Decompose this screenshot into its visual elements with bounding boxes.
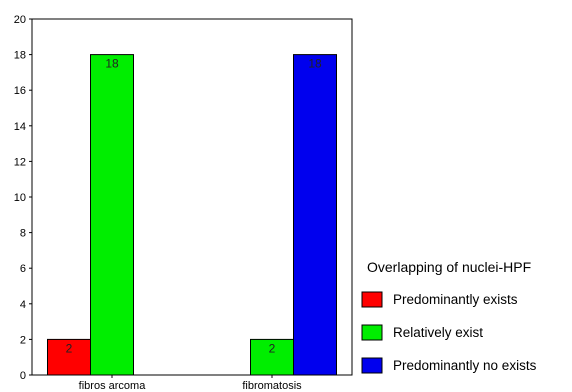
y-tick-label: 2 xyxy=(20,334,26,346)
y-tick-label: 12 xyxy=(14,156,26,168)
x-tick-label: fibromatosis xyxy=(242,380,302,392)
legend-label: Predominantly exists xyxy=(393,292,518,307)
bar-fibrosarcoma-relatively-exist xyxy=(90,54,134,376)
legend-swatch xyxy=(361,291,383,308)
data-label: 18 xyxy=(308,57,322,71)
x-tick-label: fibros arcoma xyxy=(79,380,147,392)
y-tick-label: 14 xyxy=(14,121,26,133)
data-label: 2 xyxy=(66,341,73,355)
bars xyxy=(47,54,337,376)
legend-swatch xyxy=(361,324,383,341)
legend-label: Relatively exist xyxy=(393,325,483,340)
y-tick-label: 4 xyxy=(20,299,26,311)
legend-label: Predominantly no exists xyxy=(393,358,537,373)
y-tick-label: 18 xyxy=(14,50,26,62)
bar-fibrosarcoma-predominantly-exists xyxy=(47,338,91,376)
y-axis: 0 2 4 6 8 10 12 14 16 18 20 xyxy=(14,14,32,382)
bar-fibromatosis-predominantly-no-exists xyxy=(293,54,337,376)
data-label: 18 xyxy=(105,57,119,71)
legend: Predominantly exists Relatively exist Pred… xyxy=(361,291,537,374)
x-axis: fibros arcoma fibromatosis xyxy=(79,375,302,392)
y-tick-label: 0 xyxy=(20,370,26,382)
y-tick-label: 20 xyxy=(14,14,26,26)
legend-title: Overlapping of nuclei-HPF xyxy=(367,259,531,275)
y-tick-label: 10 xyxy=(14,192,26,204)
y-tick-label: 6 xyxy=(20,263,26,275)
data-labels: 2 18 2 18 xyxy=(66,57,322,356)
y-tick-label: 16 xyxy=(14,85,26,97)
y-tick-label: 8 xyxy=(20,228,26,240)
legend-swatch xyxy=(361,357,383,374)
data-label: 2 xyxy=(269,341,276,355)
